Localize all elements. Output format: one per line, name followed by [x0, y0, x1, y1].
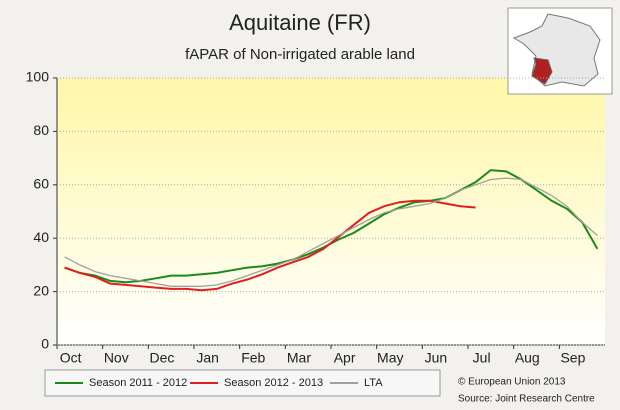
series-line — [64, 199, 476, 292]
y-tick-label: 20 — [33, 282, 49, 298]
series-line — [64, 177, 598, 287]
x-tick-label: Mar — [287, 350, 311, 366]
x-tick-label: Dec — [149, 350, 174, 366]
annotation: Source: Joint Research Centre — [458, 394, 595, 405]
x-tick-label: Aug — [515, 350, 540, 366]
legend-label: Season 2011 - 2012 — [89, 377, 187, 389]
x-tick-label: Jul — [473, 350, 491, 366]
y-tick-label: 100 — [26, 69, 50, 85]
chart-subtitle: fAPAR of Non-irrigated arable land — [185, 46, 415, 63]
plot-area — [57, 78, 605, 345]
x-tick-label: Feb — [241, 350, 265, 366]
x-tick-label: Jun — [425, 350, 448, 366]
legend-label: Season 2012 - 2013 — [224, 377, 323, 389]
x-tick-label: Jan — [196, 350, 219, 366]
y-tick-label: 80 — [33, 122, 49, 138]
x-tick-label: Oct — [60, 350, 82, 366]
x-tick-label: Nov — [104, 350, 129, 366]
y-tick-label: 0 — [41, 336, 49, 352]
chart-title: Aquitaine (FR) — [229, 10, 371, 35]
y-tick-label: 40 — [33, 229, 49, 245]
legend-frame — [44, 369, 441, 397]
map-inset — [507, 7, 613, 95]
legend-label: LTA — [364, 377, 383, 389]
x-tick-label: Sep — [560, 350, 585, 366]
x-tick-label: Apr — [334, 350, 356, 366]
annotation: © European Union 2013 — [458, 377, 566, 388]
y-tick-label: 60 — [33, 176, 49, 192]
x-tick-label: May — [377, 350, 403, 366]
